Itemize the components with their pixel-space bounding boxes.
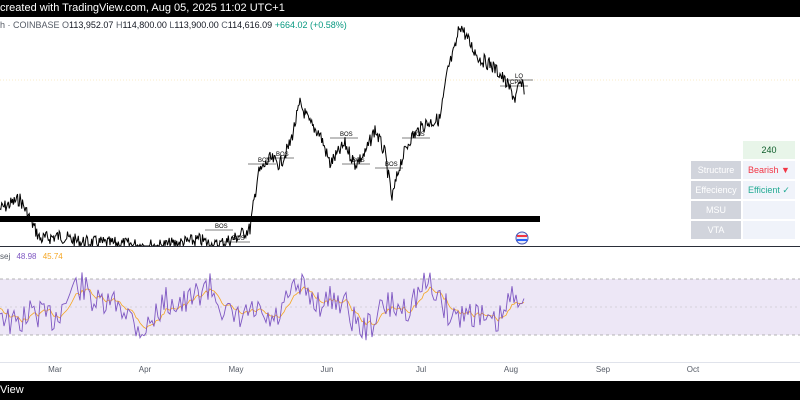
msu-value bbox=[743, 201, 795, 219]
structure-value: Bearish ▼ bbox=[743, 161, 795, 179]
ohlc-legend: h · COINBASE O113,952.07 H114,800.00 L11… bbox=[0, 20, 347, 30]
annotation-label: CPL bbox=[510, 80, 522, 86]
structure-band bbox=[0, 216, 540, 222]
rsi-legend: sej 48.98 45.74 bbox=[0, 252, 63, 261]
change-value: +664.02 (+0.58%) bbox=[274, 20, 347, 30]
time-label: Aug bbox=[503, 365, 519, 374]
annotation-label: BOS bbox=[352, 158, 365, 164]
pane-separator[interactable] bbox=[0, 246, 800, 247]
rsi-value: 48.98 bbox=[16, 252, 37, 261]
open-label: O bbox=[62, 20, 70, 30]
price-series bbox=[0, 25, 525, 246]
annotation-label: BOS bbox=[232, 236, 245, 242]
rsi-ma-series bbox=[0, 286, 525, 330]
time-label: Jun bbox=[320, 365, 334, 374]
annotation-label: BOS bbox=[385, 162, 398, 168]
time-axis-border bbox=[0, 362, 800, 363]
time-label: Oct bbox=[686, 365, 700, 374]
annotation-label: BOS bbox=[258, 158, 271, 164]
close-label: C bbox=[221, 20, 228, 30]
close-value: 114,616.09 bbox=[227, 20, 273, 30]
time-label: Mar bbox=[48, 365, 62, 374]
time-label: Apr bbox=[138, 365, 152, 374]
vta-value bbox=[743, 221, 795, 239]
annotation-label: LQ bbox=[515, 74, 523, 80]
high-label: H bbox=[115, 20, 123, 30]
top-watermark-bar: created with TradingView.com, Aug 05, 20… bbox=[0, 0, 800, 17]
time-label: Sep bbox=[595, 365, 611, 374]
event-icon[interactable] bbox=[515, 231, 529, 245]
open-value: 113,952.07 bbox=[69, 20, 114, 30]
efficiency-value: Efficient ✓ bbox=[743, 181, 795, 199]
time-label: Jul bbox=[415, 365, 427, 374]
annotation-label: BOS bbox=[412, 132, 425, 138]
rsi-chart[interactable] bbox=[0, 250, 800, 360]
created-with-text: created with TradingView.com, Aug 05, 20… bbox=[0, 2, 285, 14]
msu-label: MSU bbox=[691, 201, 741, 219]
footer-text: View bbox=[0, 384, 24, 396]
time-axis[interactable]: Mar Apr May Jun Jul Aug Sep Oct bbox=[0, 362, 800, 380]
timeframe-cell: 240 bbox=[743, 141, 795, 159]
symbol-label[interactable]: h · COINBASE bbox=[0, 20, 60, 30]
bottom-bar: View bbox=[0, 381, 800, 400]
annotation-label: BOS bbox=[276, 152, 289, 158]
high-value: 114,800.00 bbox=[122, 20, 167, 30]
annotation-label: BOS bbox=[215, 224, 228, 230]
structure-label: Structure bbox=[691, 161, 741, 179]
rsi-title: sej bbox=[0, 252, 11, 261]
time-label: May bbox=[228, 365, 244, 374]
rsi-ma-value: 45.74 bbox=[42, 252, 63, 261]
annotation-label: BOS bbox=[340, 132, 353, 138]
rsi-series bbox=[0, 272, 525, 341]
efficiency-label: Effeciency bbox=[691, 181, 741, 199]
low-value: 113,900.00 bbox=[174, 20, 219, 30]
vta-label: VTA bbox=[691, 221, 741, 239]
low-label: L bbox=[169, 20, 175, 30]
